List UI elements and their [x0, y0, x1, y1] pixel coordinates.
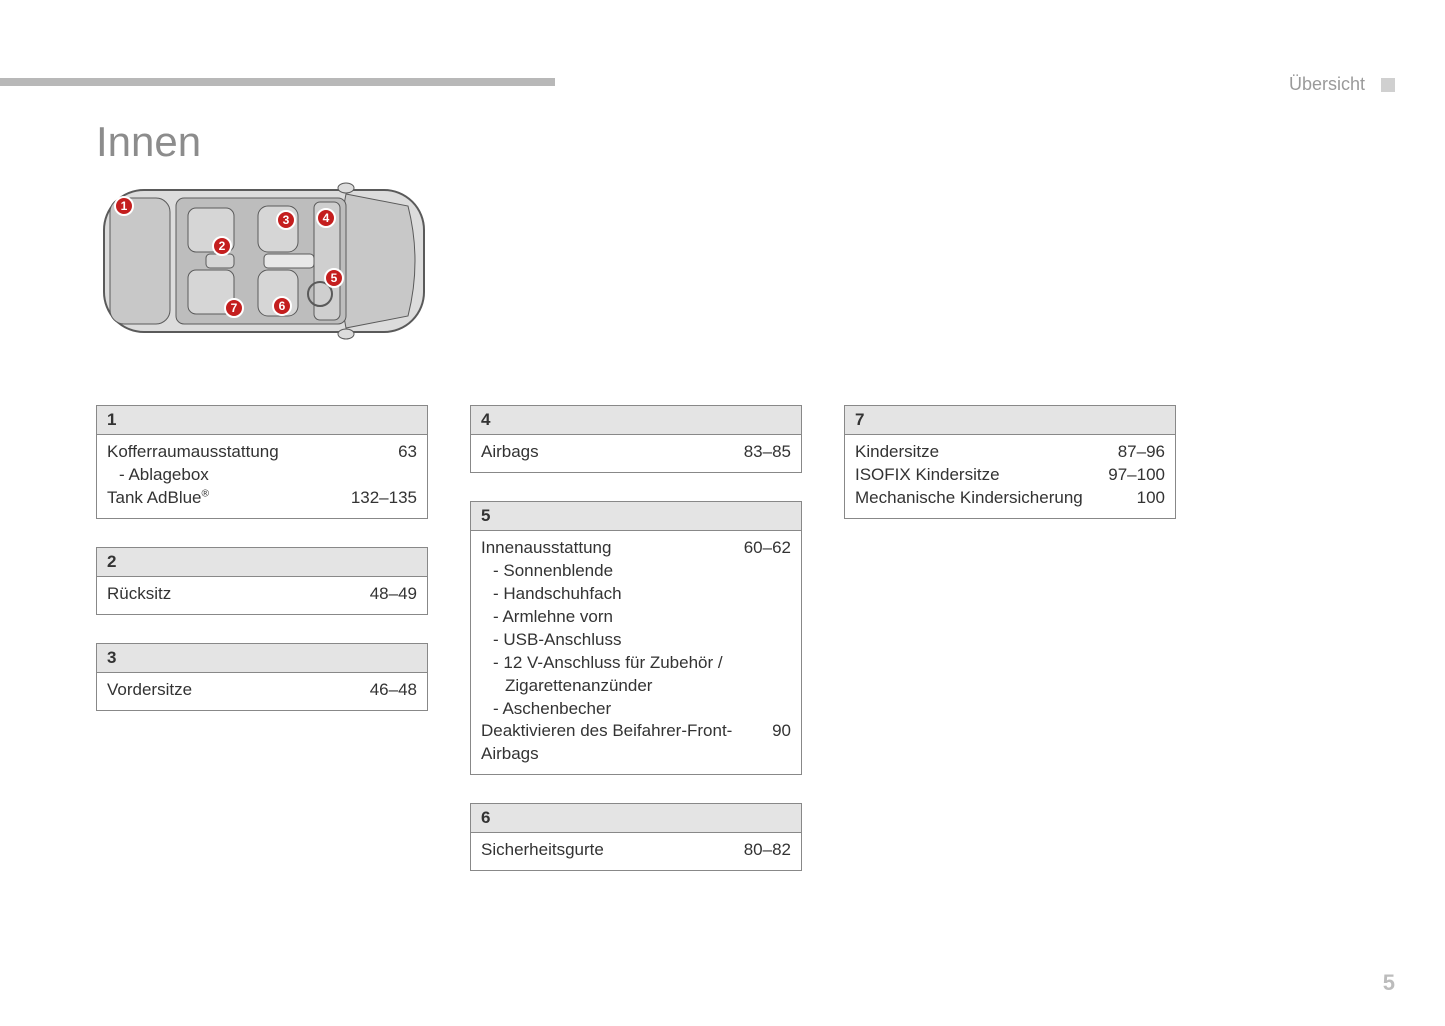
sub-item: - Handschuhfach: [481, 583, 791, 606]
box-header: 4: [471, 406, 801, 435]
page-title: Innen: [96, 118, 201, 166]
box-2: 2 Rücksitz48–49: [96, 547, 428, 615]
reference-pages: 87–96: [1110, 441, 1165, 464]
box-body: Sicherheitsgurte80–82: [471, 833, 801, 870]
box-header: 1: [97, 406, 427, 435]
reference-row: Airbags83–85: [481, 441, 791, 464]
reference-label: ISOFIX Kindersitze: [855, 464, 1100, 487]
box-6: 6 Sicherheitsgurte80–82: [470, 803, 802, 871]
reference-pages: 90: [764, 720, 791, 743]
reference-pages: 97–100: [1100, 464, 1165, 487]
svg-text:7: 7: [231, 301, 238, 315]
sub-item: - Aschenbecher: [481, 698, 791, 721]
reference-row: Rücksitz48–49: [107, 583, 417, 606]
reference-columns: 1Kofferraumausstattung63- AblageboxTank …: [96, 405, 1176, 871]
sub-item: - Sonnenblende: [481, 560, 791, 583]
sub-item: - Armlehne vorn: [481, 606, 791, 629]
column-1: 1Kofferraumausstattung63- AblageboxTank …: [96, 405, 428, 871]
box-1: 1Kofferraumausstattung63- AblageboxTank …: [96, 405, 428, 519]
svg-text:2: 2: [219, 239, 226, 253]
box-3: 3 Vordersitze46–48: [96, 643, 428, 711]
car-top-view-diagram: 1 2 3 4 5 6 7: [96, 176, 434, 346]
svg-text:4: 4: [323, 211, 330, 225]
box-7: 7Kindersitze87–96ISOFIX Kindersitze97–10…: [844, 405, 1176, 519]
reference-pages: 83–85: [736, 441, 791, 464]
column-3: 7Kindersitze87–96ISOFIX Kindersitze97–10…: [844, 405, 1176, 871]
reference-row: Deaktivieren des Beifahrer-Front-Airbags…: [481, 720, 791, 766]
header-accent-bar: [0, 78, 555, 86]
reference-label: Deaktivieren des Beifahrer-Front-Airbags: [481, 720, 764, 766]
box-body: Vordersitze46–48: [97, 673, 427, 710]
reference-pages: 46–48: [362, 679, 417, 702]
box-body: Rücksitz48–49: [97, 577, 427, 614]
box-header: 3: [97, 644, 427, 673]
reference-label: Tank AdBlue®: [107, 487, 343, 510]
reference-row: Kofferraumausstattung63: [107, 441, 417, 464]
reference-row: Tank AdBlue®132–135: [107, 487, 417, 510]
sub-item: - 12 V-Anschluss für Zubehör /: [481, 652, 791, 675]
page-number: 5: [1383, 970, 1395, 996]
sub-item: - Ablagebox: [107, 464, 417, 487]
box-body: Innenausstattung60–62- Sonnenblende- Han…: [471, 531, 801, 774]
reference-label: Innenausstattung: [481, 537, 736, 560]
sub-item: - USB-Anschluss: [481, 629, 791, 652]
box-body: Kofferraumausstattung63- AblageboxTank A…: [97, 435, 427, 518]
reference-pages: 80–82: [736, 839, 791, 862]
box-body: Airbags83–85: [471, 435, 801, 472]
reference-pages: 48–49: [362, 583, 417, 606]
reference-label: Mechanische Kindersicherung: [855, 487, 1129, 510]
reference-label: Kofferraumausstattung: [107, 441, 390, 464]
reference-row: Kindersitze87–96: [855, 441, 1165, 464]
reference-row: Innenausstattung60–62: [481, 537, 791, 560]
svg-text:5: 5: [331, 271, 338, 285]
reference-row: Vordersitze46–48: [107, 679, 417, 702]
reference-row: Sicherheitsgurte80–82: [481, 839, 791, 862]
column-2: 4Airbags83–85 5Innenausstattung60–62- So…: [470, 405, 802, 871]
reference-pages: 60–62: [736, 537, 791, 560]
reference-row: ISOFIX Kindersitze97–100: [855, 464, 1165, 487]
box-header: 7: [845, 406, 1175, 435]
header-section-label: Übersicht: [1289, 74, 1365, 95]
svg-text:6: 6: [279, 299, 286, 313]
svg-text:1: 1: [121, 199, 128, 213]
reference-pages: 100: [1129, 487, 1165, 510]
box-header: 2: [97, 548, 427, 577]
box-header: 6: [471, 804, 801, 833]
reference-label: Rücksitz: [107, 583, 362, 606]
reference-row: Mechanische Kindersicherung100: [855, 487, 1165, 510]
box-5: 5Innenausstattung60–62- Sonnenblende- Ha…: [470, 501, 802, 775]
reference-label: Kindersitze: [855, 441, 1110, 464]
box-4: 4 Airbags83–85: [470, 405, 802, 473]
box-body: Kindersitze87–96ISOFIX Kindersitze97–100…: [845, 435, 1175, 518]
reference-label: Airbags: [481, 441, 736, 464]
reference-pages: 132–135: [343, 487, 417, 510]
box-header: 5: [471, 502, 801, 531]
header-marker-square: [1381, 78, 1395, 92]
reference-label: Sicherheitsgurte: [481, 839, 736, 862]
reference-label: Vordersitze: [107, 679, 362, 702]
svg-text:3: 3: [283, 213, 290, 227]
reference-pages: 63: [390, 441, 417, 464]
sub-item-continuation: Zigarettenanzünder: [481, 675, 791, 698]
